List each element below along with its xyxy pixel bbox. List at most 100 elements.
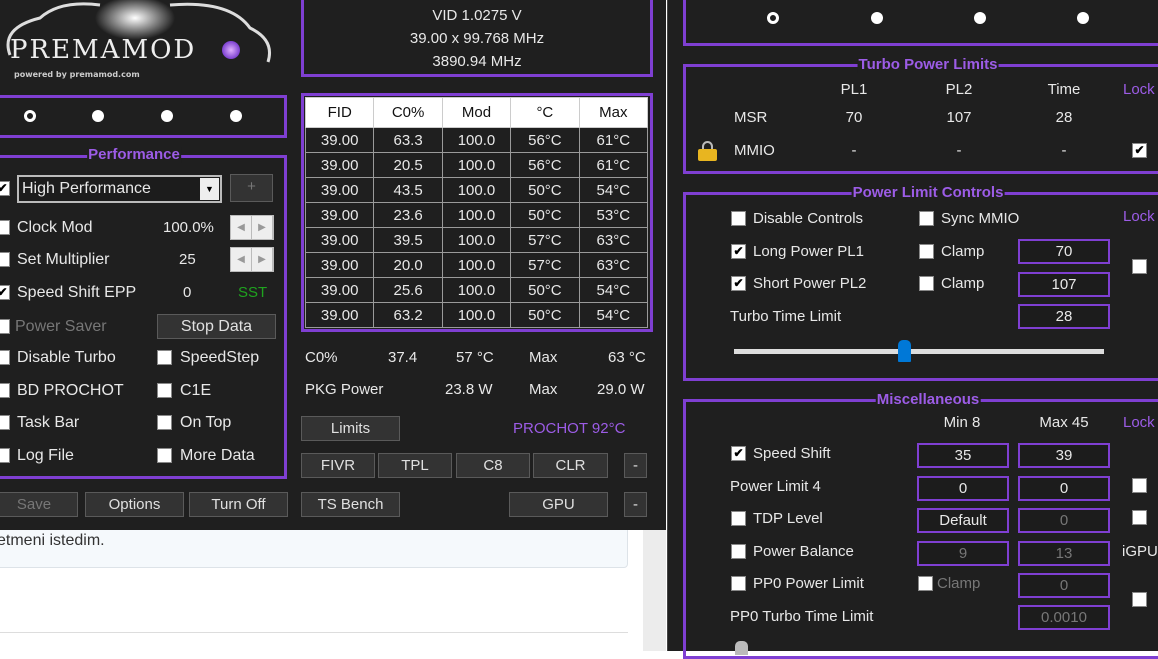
profile-radio-3[interactable] xyxy=(161,110,173,122)
column-header: Max xyxy=(578,97,649,128)
power-limit-4-max-input[interactable]: 0 xyxy=(1018,476,1110,501)
save-button[interactable]: Save xyxy=(0,492,78,517)
speed-shift-max-input[interactable]: 39 xyxy=(1018,443,1110,468)
add-plan-button[interactable]: + xyxy=(230,174,273,202)
pl1-input[interactable]: 70 xyxy=(1018,239,1110,264)
stop-data-button[interactable]: Stop Data xyxy=(157,314,276,339)
speed-shift-epp-value: 0 xyxy=(183,284,192,301)
scrollbar[interactable] xyxy=(643,530,666,651)
power-limit-4-lock-checkbox[interactable] xyxy=(1132,478,1147,493)
slider-thumb[interactable] xyxy=(898,340,912,362)
phoenix-logo-icon: PREMAMOD powered by premamod.com xyxy=(6,0,271,79)
speedstep-checkbox[interactable] xyxy=(157,350,172,365)
on-top-checkbox[interactable] xyxy=(157,415,172,430)
power-balance-max-input[interactable]: 13 xyxy=(1018,541,1110,566)
tdp-level-lock-checkbox[interactable] xyxy=(1132,510,1147,525)
plc-lock-checkbox[interactable] xyxy=(1132,259,1147,274)
table-cell: 50°C xyxy=(510,302,580,328)
tpl-profile-radio-4[interactable] xyxy=(1077,12,1089,24)
log-file-checkbox[interactable] xyxy=(0,448,10,463)
power-balance-label: Power Balance xyxy=(753,543,854,560)
power-plan-dropdown[interactable]: High Performance ▼ xyxy=(17,175,222,203)
profile-radio-4[interactable] xyxy=(230,110,242,122)
tpl-button[interactable]: TPL xyxy=(378,453,452,478)
short-power-pl2-checkbox[interactable]: ✔ xyxy=(731,276,746,291)
table-cell: 54°C xyxy=(578,302,649,328)
msr-pl1: 70 xyxy=(845,109,863,126)
table-cell: 43.5 xyxy=(373,177,443,203)
table-cell: 54°C xyxy=(578,277,649,303)
disable-controls-checkbox[interactable] xyxy=(731,211,746,226)
mmio-label: MMIO xyxy=(734,142,775,159)
power-plan-value: High Performance xyxy=(22,180,151,197)
fivr-button[interactable]: FIVR xyxy=(301,453,375,478)
pp0-clamp-checkbox[interactable] xyxy=(918,576,933,591)
power-plan-checkbox[interactable]: ✔ xyxy=(0,181,10,196)
speed-shift-checkbox[interactable]: ✔ xyxy=(731,446,746,461)
pl1-clamp-checkbox[interactable] xyxy=(919,244,934,259)
table-cell: 23.6 xyxy=(373,202,443,228)
limits-button[interactable]: Limits xyxy=(301,416,400,441)
table-cell: 100.0 xyxy=(441,227,512,253)
table-cell: 39.00 xyxy=(304,277,375,303)
tdp-level-min-input[interactable]: Default xyxy=(917,508,1009,533)
max-header: Max 45 xyxy=(1039,414,1089,431)
minimize-button-2[interactable]: - xyxy=(624,492,647,517)
chevron-down-icon[interactable]: ▼ xyxy=(200,178,219,200)
set-multiplier-checkbox[interactable] xyxy=(0,252,10,267)
c1e-checkbox[interactable] xyxy=(157,383,172,398)
tdp-level-checkbox[interactable] xyxy=(731,511,746,526)
disable-turbo-checkbox[interactable] xyxy=(0,350,10,365)
more-data-checkbox[interactable] xyxy=(157,448,172,463)
tpl-profile-radio-1[interactable] xyxy=(767,12,779,24)
power-saver-checkbox[interactable] xyxy=(0,319,10,334)
profile-radio-2[interactable] xyxy=(92,110,104,122)
pl2-clamp-checkbox[interactable] xyxy=(919,276,934,291)
tdp-level-max-input[interactable]: 0 xyxy=(1018,508,1110,533)
c1e-label: C1E xyxy=(180,382,212,399)
power-limit-4-min-input[interactable]: 0 xyxy=(917,476,1009,501)
multiplier-stepper[interactable]: ◀ ▶ xyxy=(230,247,274,272)
turbo-time-slider[interactable] xyxy=(734,340,1104,362)
clr-button[interactable]: CLR xyxy=(533,453,608,478)
pp0-slider-thumb[interactable] xyxy=(735,641,748,655)
profile-selector xyxy=(0,95,287,138)
task-bar-checkbox[interactable] xyxy=(0,415,10,430)
speed-shift-epp-checkbox[interactable]: ✔ xyxy=(0,285,10,300)
mmio-lock-checkbox[interactable]: ✔ xyxy=(1132,143,1147,158)
pp0-power-input[interactable]: 0 xyxy=(1018,573,1110,598)
clock-mod-checkbox[interactable] xyxy=(0,220,10,235)
turbo-time-input[interactable]: 28 xyxy=(1018,304,1110,329)
table-cell: 61°C xyxy=(578,152,649,178)
turn-off-button[interactable]: Turn Off xyxy=(189,492,288,517)
c8-button[interactable]: C8 xyxy=(456,453,530,478)
tpl-profile-radio-3[interactable] xyxy=(974,12,986,24)
profile-radio-1[interactable] xyxy=(24,110,36,122)
speed-shift-min-input[interactable]: 35 xyxy=(917,443,1009,468)
power-balance-min-input[interactable]: 9 xyxy=(917,541,1009,566)
mmio-pl2: - xyxy=(956,142,962,159)
table-cell: 100.0 xyxy=(441,302,512,328)
gpu-button[interactable]: GPU xyxy=(509,492,608,517)
sync-mmio-checkbox[interactable] xyxy=(919,211,934,226)
column-header: FID xyxy=(304,97,375,128)
minimize-button-1[interactable]: - xyxy=(624,453,647,478)
pkg-power-label: PKG Power xyxy=(305,381,384,398)
long-power-pl1-checkbox[interactable]: ✔ xyxy=(731,244,746,259)
power-balance-checkbox[interactable] xyxy=(731,544,746,559)
turbo-power-limits-title: Turbo Power Limits xyxy=(857,56,999,73)
tpl-profile-radio-2[interactable] xyxy=(871,12,883,24)
pp0-turbo-time-input[interactable]: 0.0010 xyxy=(1018,605,1110,630)
bd-prochot-label: BD PROCHOT xyxy=(17,382,124,399)
pkg-max-label: Max xyxy=(529,381,558,398)
options-button[interactable]: Options xyxy=(85,492,184,517)
pp0-lock-checkbox[interactable] xyxy=(1132,592,1147,607)
table-cell: 50°C xyxy=(510,202,580,228)
bd-prochot-checkbox[interactable] xyxy=(0,383,10,398)
ts-bench-button[interactable]: TS Bench xyxy=(301,492,400,517)
pp0-power-limit-checkbox[interactable] xyxy=(731,576,746,591)
clock-mod-stepper[interactable]: ◀ ▶ xyxy=(230,215,274,240)
pl2-input[interactable]: 107 xyxy=(1018,272,1110,297)
table-row: 39.00 63.2 100.0 50°C 54°C xyxy=(304,302,649,328)
igpu-label: iGPU xyxy=(1122,543,1158,560)
